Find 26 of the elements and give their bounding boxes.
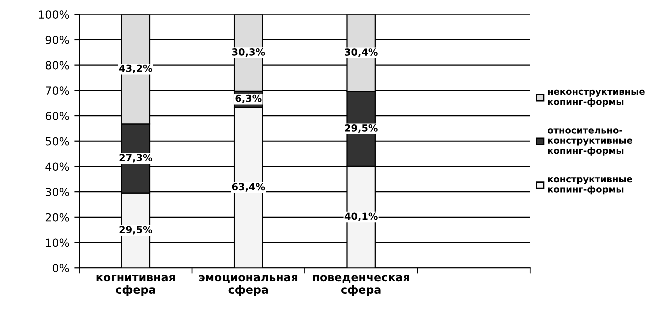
y-tick-label: 50% — [46, 137, 70, 146]
legend-label: относительно- конструктивные копинг-формы — [548, 128, 633, 156]
data-label: 40,1% — [344, 212, 378, 222]
legend-label: неконструктивные копинг-формы — [548, 90, 645, 107]
y-tick-label: 60% — [46, 112, 70, 120]
y-tick-label: 0% — [52, 264, 70, 273]
data-label: 43,2% — [119, 64, 152, 74]
data-label: 30,4% — [345, 48, 378, 58]
y-tick-label: 30% — [46, 188, 70, 196]
data-label: 63,4% — [232, 183, 266, 192]
x-tick-label: поведенческая сфера — [313, 275, 410, 296]
data-label: 30,3% — [232, 48, 266, 58]
y-tick-label: 20% — [46, 213, 70, 222]
y-tick-label: 40% — [46, 162, 70, 172]
y-tick-label: 80% — [46, 61, 70, 70]
y-tick-label: 100% — [39, 10, 70, 20]
data-label: 6,3% — [236, 94, 262, 104]
data-label: 29,5% — [120, 226, 152, 235]
y-tick-label: 90% — [46, 36, 70, 44]
legend-label: конструктивные копинг-формы — [548, 177, 633, 195]
y-tick-label: 10% — [46, 238, 70, 248]
data-label: 29,5% — [345, 124, 378, 134]
x-tick-label: когнитивная сфера — [96, 275, 175, 296]
data-label: 27,3% — [120, 154, 152, 163]
y-tick-label: 70% — [46, 86, 70, 96]
x-tick-label: эмоциональная сфера — [200, 275, 298, 296]
